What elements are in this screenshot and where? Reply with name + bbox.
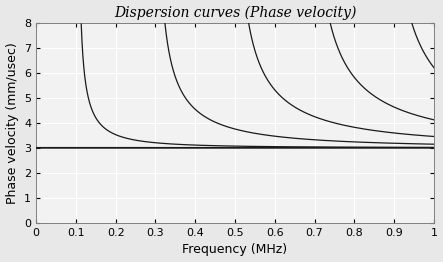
Title: Dispersion curves (Phase velocity): Dispersion curves (Phase velocity) xyxy=(114,6,356,20)
Y-axis label: Phase velocity (mm/usec): Phase velocity (mm/usec) xyxy=(6,42,19,204)
X-axis label: Frequency (MHz): Frequency (MHz) xyxy=(183,243,288,256)
